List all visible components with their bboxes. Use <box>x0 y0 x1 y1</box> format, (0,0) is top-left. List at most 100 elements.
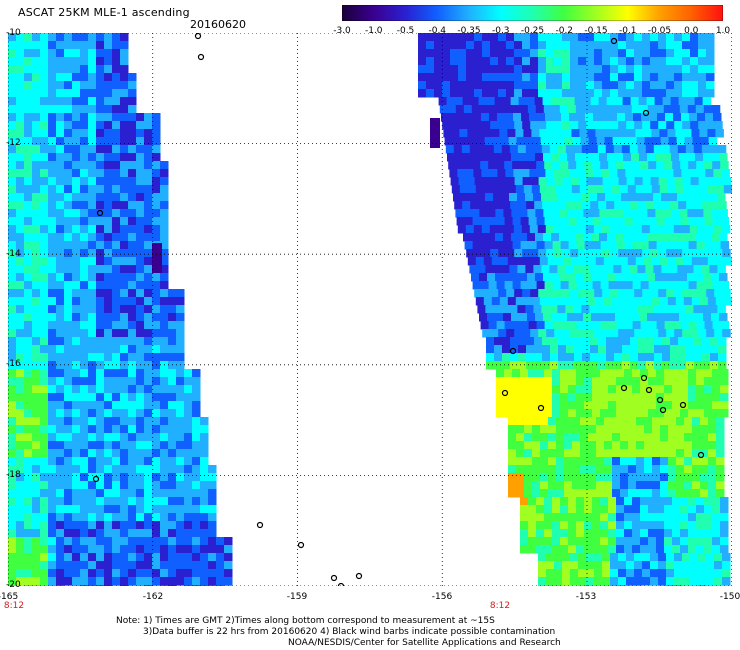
left-swath-cell <box>168 313 177 322</box>
right-swath-cell <box>712 497 721 506</box>
right-swath-cell <box>626 49 635 58</box>
right-swath-cell <box>567 233 576 242</box>
left-swath-cell <box>16 449 25 458</box>
right-swath-cell <box>620 417 629 426</box>
left-swath-cell <box>16 281 25 290</box>
right-swath-cell <box>688 369 697 378</box>
right-swath-cell <box>474 41 483 50</box>
left-swath-cell <box>160 345 169 354</box>
left-swath-cell <box>144 257 153 266</box>
right-swath-cell <box>599 313 608 322</box>
left-swath-cell <box>32 489 41 498</box>
right-swath-cell <box>488 281 498 290</box>
left-swath-cell <box>40 201 49 210</box>
right-swath-cell <box>625 169 634 178</box>
left-swath-cell <box>120 113 129 122</box>
right-swath-cell <box>482 177 492 186</box>
right-swath-cell <box>698 49 707 58</box>
right-swath-cell <box>723 257 732 266</box>
right-swath-cell <box>682 89 691 98</box>
left-swath-cell <box>88 553 97 562</box>
right-swath-cell <box>576 529 585 538</box>
left-swath-cell <box>192 585 201 586</box>
right-swath-cell <box>637 193 646 202</box>
left-swath-cell <box>208 481 217 490</box>
right-swath-cell <box>618 177 628 186</box>
left-swath-cell <box>8 137 17 146</box>
right-swath-cell <box>490 65 499 74</box>
left-swath-cell <box>192 449 201 458</box>
left-swath-cell <box>40 297 49 306</box>
right-swath-cell <box>695 153 704 162</box>
left-swath-cell <box>40 249 49 258</box>
left-swath-cell <box>40 425 49 434</box>
right-swath-cell <box>703 273 712 282</box>
right-swath-cell <box>522 81 531 90</box>
right-swath-cell <box>624 161 633 170</box>
right-swath-cell <box>616 401 625 410</box>
left-swath-cell <box>120 569 129 578</box>
left-swath-cell <box>64 249 73 258</box>
right-swath-cell <box>630 201 639 210</box>
right-swath-cell <box>634 33 643 42</box>
right-swath-cell <box>480 321 490 330</box>
left-swath-cell <box>152 297 161 306</box>
right-swath-cell <box>570 329 579 338</box>
left-swath-cell <box>112 241 121 250</box>
left-swath-cell <box>112 361 121 370</box>
right-swath-cell <box>694 97 704 106</box>
left-swath-cell <box>8 105 17 114</box>
right-swath-cell <box>528 281 538 290</box>
right-swath-cell <box>675 129 684 138</box>
right-swath-cell <box>600 401 609 410</box>
left-swath-cell <box>120 585 129 586</box>
right-swath-cell <box>504 321 514 330</box>
left-swath-cell <box>72 209 81 218</box>
right-swath-cell <box>520 217 530 226</box>
right-swath-cell <box>490 89 499 98</box>
right-swath-cell <box>418 41 427 50</box>
left-swath-cell <box>24 553 33 562</box>
left-swath-cell <box>128 441 137 450</box>
right-swath-cell <box>720 521 729 530</box>
left-swath-cell <box>72 585 81 586</box>
left-swath-cell <box>136 265 145 274</box>
right-swath-cell <box>624 521 633 530</box>
colorbar-label: -1.0 <box>364 26 383 36</box>
right-swath-cell <box>602 33 611 42</box>
left-swath-cell <box>128 169 137 178</box>
right-swath-cell <box>486 353 495 362</box>
left-swath-cell <box>224 537 233 546</box>
left-swath-cell <box>16 209 25 218</box>
left-swath-cell <box>192 473 201 482</box>
right-swath-cell <box>622 97 632 106</box>
left-swath-cell <box>144 505 153 514</box>
right-swath-cell <box>688 497 697 506</box>
right-swath-cell <box>601 225 611 234</box>
right-swath-cell <box>650 121 659 130</box>
right-swath-cell <box>629 145 639 154</box>
left-swath-cell <box>40 177 49 186</box>
right-swath-cell <box>632 537 641 546</box>
right-swath-cell <box>642 121 651 130</box>
left-swath-cell <box>48 337 57 346</box>
left-swath-cell <box>16 337 25 346</box>
right-swath-cell <box>702 97 712 106</box>
right-swath-cell <box>609 113 618 122</box>
right-swath-cell <box>625 225 635 234</box>
left-swath-cell <box>8 377 17 386</box>
left-swath-cell <box>72 489 81 498</box>
left-swath-cell <box>104 313 113 322</box>
right-swath-cell <box>644 449 653 458</box>
left-swath-cell <box>144 121 153 130</box>
left-swath-cell <box>48 329 57 338</box>
left-swath-cell <box>40 361 49 370</box>
right-swath-cell <box>562 121 571 130</box>
right-swath-cell <box>662 353 671 362</box>
left-swath-cell <box>8 585 17 586</box>
right-swath-cell <box>723 185 732 194</box>
right-swath-cell <box>516 489 525 498</box>
right-swath-cell <box>696 505 705 514</box>
right-swath-cell <box>687 273 696 282</box>
right-swath-cell <box>506 73 515 82</box>
